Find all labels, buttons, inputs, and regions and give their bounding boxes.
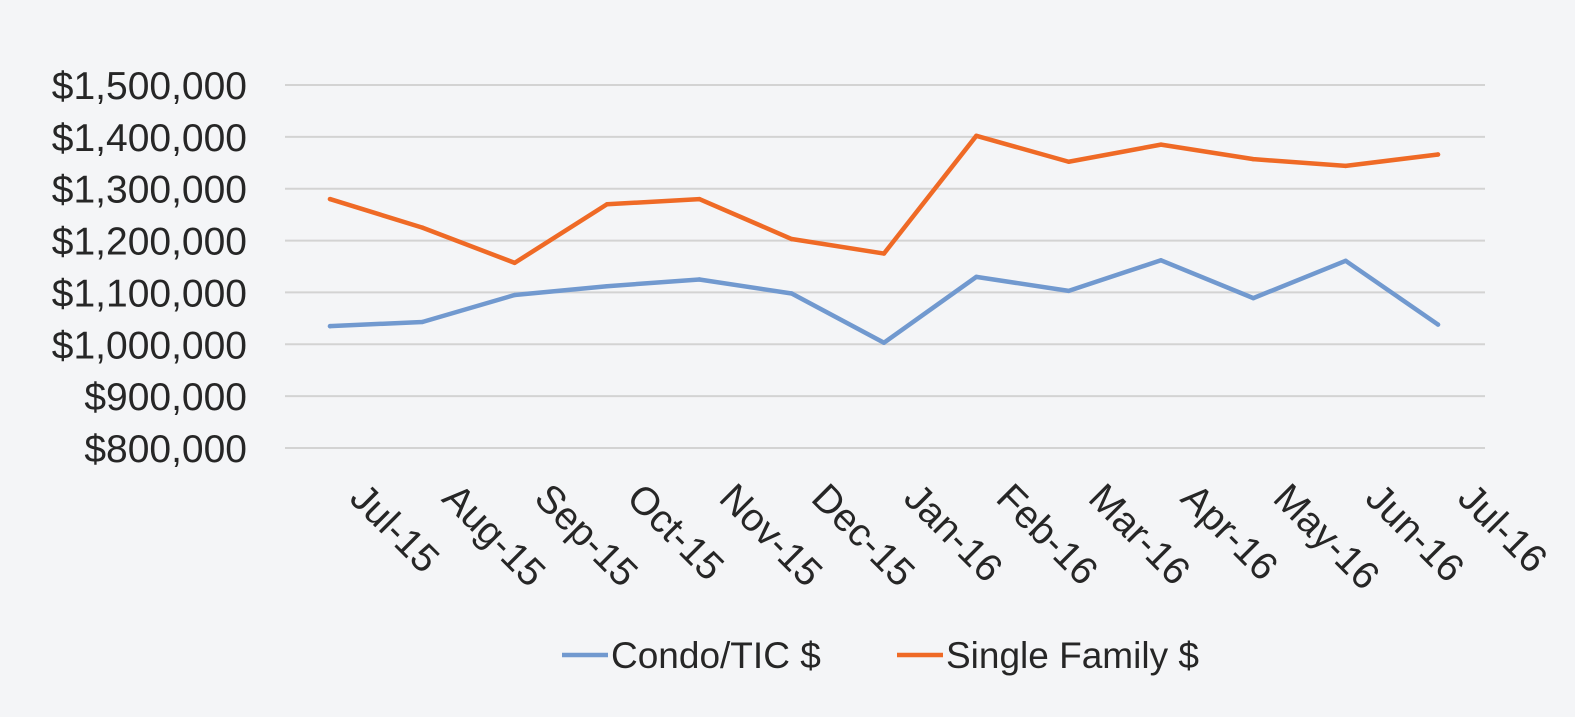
data-point-single-family — [1435, 152, 1441, 157]
x-tick-label: Aug-15 — [434, 476, 553, 595]
y-tick-label: $1,100,000 — [52, 272, 247, 315]
y-tick-label: $800,000 — [84, 428, 247, 471]
series-lines — [327, 133, 1441, 345]
y-tick-label: $1,400,000 — [52, 117, 247, 160]
data-point-condo-tic — [512, 292, 517, 298]
data-point-single-family — [604, 202, 610, 207]
data-point-single-family — [512, 260, 517, 266]
legend-label: Condo/TIC $ — [611, 635, 821, 676]
data-point-condo-tic — [974, 274, 979, 280]
data-point-single-family — [1343, 163, 1348, 169]
data-point-condo-tic — [327, 323, 333, 329]
data-point-single-family — [789, 236, 794, 242]
data-point-single-family — [974, 133, 979, 139]
x-tick-label: Apr-16 — [1173, 476, 1286, 589]
x-tick-label: Mar-16 — [1080, 476, 1198, 594]
gridlines — [285, 84, 1485, 449]
data-point-condo-tic — [1158, 258, 1164, 263]
y-tick-label: $900,000 — [84, 376, 247, 419]
data-point-condo-tic — [1066, 288, 1071, 294]
y-tick-label: $1,300,000 — [52, 169, 247, 212]
x-tick-label: Jul-15 — [342, 476, 448, 582]
data-point-single-family — [327, 196, 333, 202]
data-point-condo-tic — [420, 319, 425, 325]
data-point-single-family — [420, 225, 425, 230]
data-point-single-family — [1158, 142, 1164, 147]
data-point-condo-tic — [1251, 295, 1256, 301]
data-point-single-family — [1251, 156, 1256, 162]
data-point-condo-tic — [604, 284, 610, 289]
x-tick-label: Dec-15 — [803, 476, 922, 595]
legend: Condo/TIC $ Single Family $ — [562, 635, 1199, 676]
data-point-single-family — [881, 251, 887, 256]
y-tick-label: $1,000,000 — [52, 324, 247, 367]
legend-label: Single Family $ — [946, 635, 1199, 676]
series-line-condo-tic — [327, 258, 1441, 345]
y-tick-label: $1,500,000 — [52, 65, 247, 108]
y-tick-label: $1,200,000 — [52, 221, 247, 264]
x-tick-label: Sep-15 — [526, 476, 645, 595]
data-point-condo-tic — [1435, 322, 1441, 327]
series-line-single-family — [327, 133, 1441, 266]
x-tick-label: Nov-15 — [711, 476, 830, 595]
data-point-condo-tic — [881, 340, 887, 345]
data-point-condo-tic — [1343, 258, 1348, 263]
data-point-condo-tic — [789, 291, 794, 296]
data-point-single-family — [697, 196, 702, 202]
x-axis-tick-labels: Jul-15Aug-15Sep-15Oct-15Nov-15Dec-15Jan-… — [342, 476, 1556, 598]
data-point-condo-tic — [697, 277, 702, 282]
y-axis-tick-labels: $800,000 $900,000 $1,000,000 $1,100,000 $1,2… — [52, 65, 247, 471]
data-point-single-family — [1066, 159, 1071, 164]
x-tick-label: Feb-16 — [988, 476, 1106, 594]
